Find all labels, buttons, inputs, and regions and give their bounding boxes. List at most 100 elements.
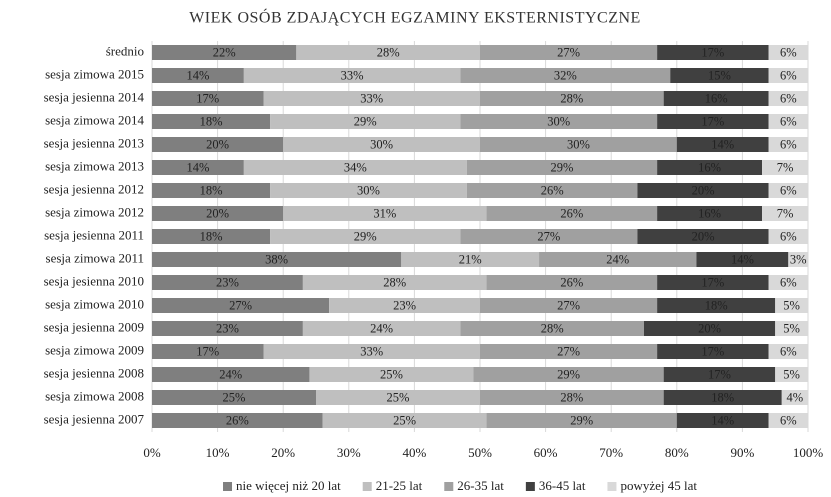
value-label: 33% bbox=[341, 68, 364, 82]
value-label: 26% bbox=[541, 183, 564, 197]
value-label: 26% bbox=[226, 413, 249, 427]
bar-segment bbox=[243, 68, 461, 83]
value-label: 6% bbox=[780, 114, 797, 128]
legend-label: 26-35 lat bbox=[457, 478, 504, 493]
bar-segment bbox=[762, 206, 808, 221]
bar-segment bbox=[775, 367, 808, 382]
bar-segment bbox=[676, 137, 769, 152]
y-tick-label: sesja jesienna 2013 bbox=[44, 135, 144, 150]
value-label: 18% bbox=[200, 114, 223, 128]
value-label: 24% bbox=[606, 252, 629, 266]
bar-segment bbox=[657, 206, 763, 221]
bar-segment bbox=[768, 45, 808, 60]
bar-segment bbox=[768, 229, 808, 244]
value-label: 28% bbox=[377, 45, 400, 59]
value-label: 15% bbox=[708, 68, 731, 82]
value-label: 16% bbox=[698, 160, 721, 174]
value-label: 27% bbox=[537, 229, 560, 243]
value-label: 6% bbox=[780, 45, 797, 59]
value-label: 18% bbox=[200, 183, 223, 197]
value-label: 28% bbox=[560, 91, 583, 105]
bar-segment bbox=[480, 91, 664, 106]
legend-label: 21-25 lat bbox=[376, 478, 423, 493]
legend-swatch bbox=[444, 482, 454, 491]
bar-segment bbox=[152, 206, 284, 221]
x-tick-label: 0% bbox=[143, 445, 161, 460]
x-tick-label: 90% bbox=[730, 445, 754, 460]
value-label: 14% bbox=[186, 160, 209, 174]
bar-segment bbox=[768, 68, 808, 83]
bar-segment bbox=[152, 252, 402, 267]
bar-segment bbox=[768, 344, 808, 359]
value-label: 28% bbox=[541, 321, 564, 335]
bar-segment bbox=[283, 206, 487, 221]
bar-segment bbox=[788, 252, 808, 267]
x-tick-label: 60% bbox=[534, 445, 558, 460]
chart-title: WIEK OSÓB ZDAJĄCYCH EGZAMINY EKSTERNISTY… bbox=[189, 8, 641, 27]
value-label: 25% bbox=[223, 390, 246, 404]
bar-segment bbox=[696, 252, 789, 267]
y-tick-label: sesja zimowa 2011 bbox=[46, 250, 144, 265]
value-label: 22% bbox=[213, 45, 236, 59]
bar-segment bbox=[768, 91, 808, 106]
bar-segment bbox=[152, 160, 244, 175]
value-label: 25% bbox=[387, 390, 410, 404]
legend-label: nie więcej niż 20 lat bbox=[236, 478, 341, 493]
bar-segment bbox=[263, 344, 480, 359]
bar-segment bbox=[768, 114, 808, 129]
value-label: 27% bbox=[229, 298, 252, 312]
bar-segment bbox=[329, 298, 480, 313]
bar-segment bbox=[644, 321, 776, 336]
bar-segment bbox=[768, 413, 808, 428]
bar-segment bbox=[762, 160, 808, 175]
value-label: 33% bbox=[360, 344, 383, 358]
bar-segment bbox=[657, 114, 769, 129]
value-label: 6% bbox=[780, 275, 797, 289]
value-label: 20% bbox=[692, 229, 715, 243]
bar-segment bbox=[243, 160, 467, 175]
value-label: 20% bbox=[206, 137, 229, 151]
bar-segment bbox=[657, 344, 769, 359]
value-label: 29% bbox=[551, 160, 574, 174]
value-label: 7% bbox=[777, 160, 794, 174]
bar-segment bbox=[152, 321, 303, 336]
bar-segment bbox=[480, 137, 677, 152]
bar-segment bbox=[539, 252, 697, 267]
value-label: 32% bbox=[554, 68, 577, 82]
y-tick-label: sesja jesienna 2010 bbox=[44, 273, 144, 288]
bar-segment bbox=[152, 275, 303, 290]
value-label: 29% bbox=[570, 413, 593, 427]
value-label: 17% bbox=[196, 344, 219, 358]
bar-segment bbox=[401, 252, 540, 267]
bar-segment bbox=[152, 344, 264, 359]
bar-segment bbox=[152, 91, 264, 106]
bar-segment bbox=[460, 321, 644, 336]
value-label: 23% bbox=[393, 298, 416, 312]
bar-segment bbox=[663, 390, 782, 405]
bar-segment bbox=[637, 229, 769, 244]
value-label: 16% bbox=[698, 206, 721, 220]
bar-segment bbox=[676, 413, 769, 428]
value-label: 17% bbox=[701, 114, 724, 128]
value-label: 18% bbox=[200, 229, 223, 243]
value-label: 25% bbox=[393, 413, 416, 427]
value-label: 18% bbox=[711, 390, 734, 404]
legend-swatch bbox=[362, 482, 372, 491]
value-label: 20% bbox=[206, 206, 229, 220]
value-label: 6% bbox=[780, 229, 797, 243]
bar-segment bbox=[768, 183, 808, 198]
bar-segment bbox=[152, 367, 310, 382]
bar-segment bbox=[466, 160, 658, 175]
y-tick-label: sesja zimowa 2015 bbox=[45, 66, 144, 81]
value-label: 23% bbox=[216, 321, 239, 335]
x-tick-label: 20% bbox=[271, 445, 295, 460]
bar-segment bbox=[466, 183, 638, 198]
value-label: 20% bbox=[698, 321, 721, 335]
bar-segment bbox=[152, 413, 323, 428]
bar-segment bbox=[152, 45, 297, 60]
value-label: 21% bbox=[459, 252, 482, 266]
bar-segment bbox=[775, 321, 808, 336]
bar-segment bbox=[152, 298, 330, 313]
value-label: 6% bbox=[780, 91, 797, 105]
legend-swatch bbox=[525, 482, 535, 491]
